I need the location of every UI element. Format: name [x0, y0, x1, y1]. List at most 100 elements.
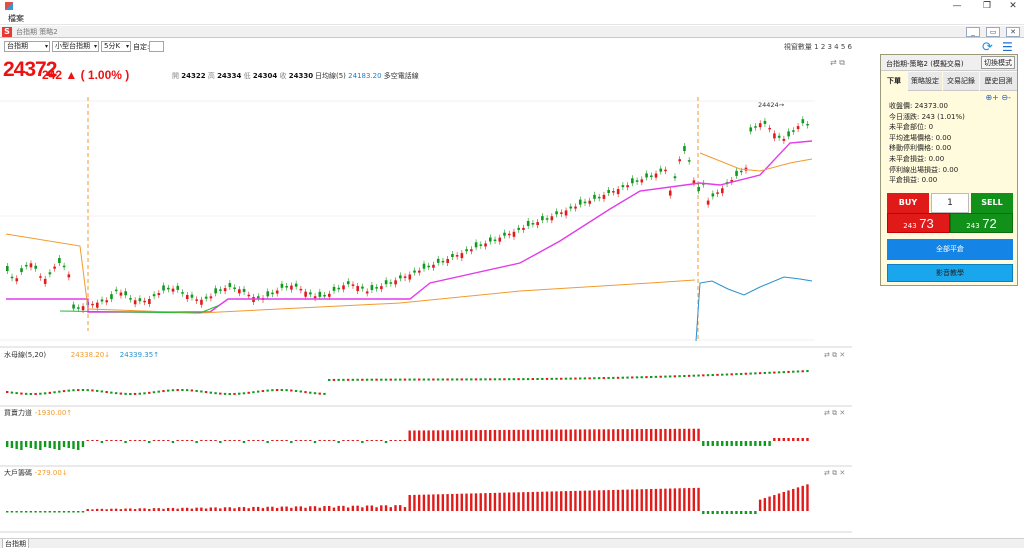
candle-body — [574, 206, 577, 209]
whale-bar — [744, 511, 748, 514]
buy-button[interactable]: BUY — [887, 193, 929, 213]
minimize-icon[interactable]: — — [952, 1, 962, 11]
whale-bar — [687, 488, 691, 511]
shuimu-bar — [801, 370, 804, 373]
power-bar — [228, 440, 231, 441]
power-bar — [725, 441, 729, 446]
shuimu-bar — [181, 389, 184, 392]
shuimu-bar — [659, 375, 662, 378]
custom-interval-input[interactable] — [149, 41, 164, 52]
ohlc-readout: 開 24322 高 24334 低 24304 收 24330 — [172, 71, 313, 81]
candle-body — [219, 289, 222, 291]
close-window-icon[interactable]: ✕ — [1009, 1, 1017, 11]
refresh-icon[interactable]: ⟳ — [982, 40, 993, 55]
shuimu-bar — [105, 391, 108, 394]
interval-select[interactable]: 5分K ▾ — [101, 41, 131, 52]
daily-ma-line — [699, 152, 813, 172]
power-bar — [588, 429, 591, 441]
user-settings-icon[interactable]: ☰ — [1002, 40, 1013, 54]
quantity-input[interactable]: 1 — [931, 193, 969, 213]
tab-backtest[interactable]: 歷史回測 — [980, 72, 1017, 91]
whale-bar — [124, 508, 127, 511]
shuimu-bar — [650, 375, 653, 378]
sell-button[interactable]: SELL — [971, 193, 1013, 213]
whale-bar — [593, 490, 596, 511]
zoom-in-icon[interactable]: ⊕+ — [985, 93, 999, 102]
whale-bar — [261, 508, 265, 511]
power-bar — [29, 441, 33, 448]
shuimu-bar — [616, 376, 620, 379]
candle-body — [39, 276, 42, 278]
candle-body — [470, 249, 473, 252]
switch-mode-button[interactable]: 切換模式 — [981, 56, 1015, 69]
candle-body — [541, 216, 544, 221]
whale-bar — [673, 488, 677, 511]
s-logo-icon: S — [2, 27, 12, 37]
shuimu-bar — [489, 378, 492, 381]
power-bar — [763, 441, 767, 446]
last-price: 24372 — [3, 58, 57, 81]
candle-body — [427, 265, 431, 268]
shuimu-bar — [763, 371, 767, 374]
power-bar — [346, 440, 350, 441]
shuimu-bar — [432, 378, 435, 381]
whale-bar — [247, 508, 250, 511]
candle-body — [384, 280, 388, 285]
sell-price-button[interactable]: 243 72 — [950, 213, 1013, 233]
power-bar — [484, 430, 487, 441]
whale-bar — [100, 508, 104, 511]
power-bar — [110, 440, 113, 441]
shuimu-bar — [328, 378, 331, 381]
whale-bar — [242, 507, 246, 511]
shuimu-bar — [408, 378, 411, 381]
power-bar — [167, 440, 170, 441]
shuimu-bar — [683, 375, 686, 378]
chart-canvas[interactable]: 24439242762411224424→水母線(5,20)24338.20↓2… — [0, 91, 879, 536]
tab-strategy-settings[interactable]: 策略設定 — [908, 72, 942, 91]
sheet-tab-taiex[interactable]: 台指期 — [2, 539, 29, 548]
power-bar — [34, 441, 37, 449]
power-bar — [10, 441, 14, 448]
menu-file[interactable]: 檔案 — [8, 14, 24, 23]
buy-price-button[interactable]: 243 73 — [887, 213, 950, 233]
shuimu-bar — [427, 378, 430, 381]
tab-trade-log[interactable]: 交易記錄 — [943, 72, 979, 91]
contract-select[interactable]: 小型台指期 ▾ — [52, 41, 99, 52]
shuimu-bar — [484, 378, 487, 381]
power-bar — [138, 440, 141, 441]
candle-body — [687, 160, 691, 162]
zoom-out-icon[interactable]: ⊖- — [1001, 93, 1011, 102]
power-bar — [252, 440, 255, 441]
close-all-button[interactable]: 全部平倉 — [887, 239, 1013, 260]
main-panel-tools-icon[interactable]: ⇄ ⧉ — [830, 58, 845, 67]
chart-area[interactable]: 24439242762411224424→水母線(5,20)24338.20↓2… — [0, 91, 879, 536]
whale-bar — [484, 493, 487, 511]
product-select[interactable]: 台指期 ▾ — [4, 41, 50, 52]
doc-restore-icon[interactable]: ▭ — [986, 27, 1000, 37]
volume-ma-line — [695, 276, 813, 342]
shuimu-bar — [375, 378, 378, 381]
chart-toolbar: 台指期 ▾ 小型台指期 ▾ 5分K ▾ 自定: 視窗數量 1 2 3 4 5 6 — [0, 39, 1024, 54]
doc-close-icon[interactable]: ✕ — [1006, 27, 1020, 37]
whale-bar — [275, 507, 279, 511]
whale-bar — [631, 489, 634, 511]
shuimu-bar — [176, 389, 179, 392]
power-bar — [209, 440, 213, 441]
shuimu-bar — [479, 378, 482, 381]
shuimu-bar — [531, 378, 535, 381]
whale-value: -279.00↓ — [35, 469, 68, 477]
whale-bar — [654, 488, 658, 511]
candle-body — [129, 298, 132, 300]
tab-order[interactable]: 下單 — [881, 72, 907, 91]
candle-body — [621, 185, 625, 188]
power-bar — [635, 429, 639, 441]
window-count-selector[interactable]: 視窗數量 1 2 3 4 5 6 — [783, 43, 852, 51]
doc-minimize-icon[interactable]: _ — [966, 27, 980, 37]
power-bar — [735, 441, 738, 446]
video-tutorial-button[interactable]: 影音教學 — [887, 264, 1013, 282]
power-bar — [621, 429, 624, 441]
whale-bar — [20, 511, 23, 513]
candle-body — [81, 306, 85, 311]
whale-bar — [48, 511, 52, 513]
maximize-icon[interactable]: ❐ — [982, 1, 992, 11]
